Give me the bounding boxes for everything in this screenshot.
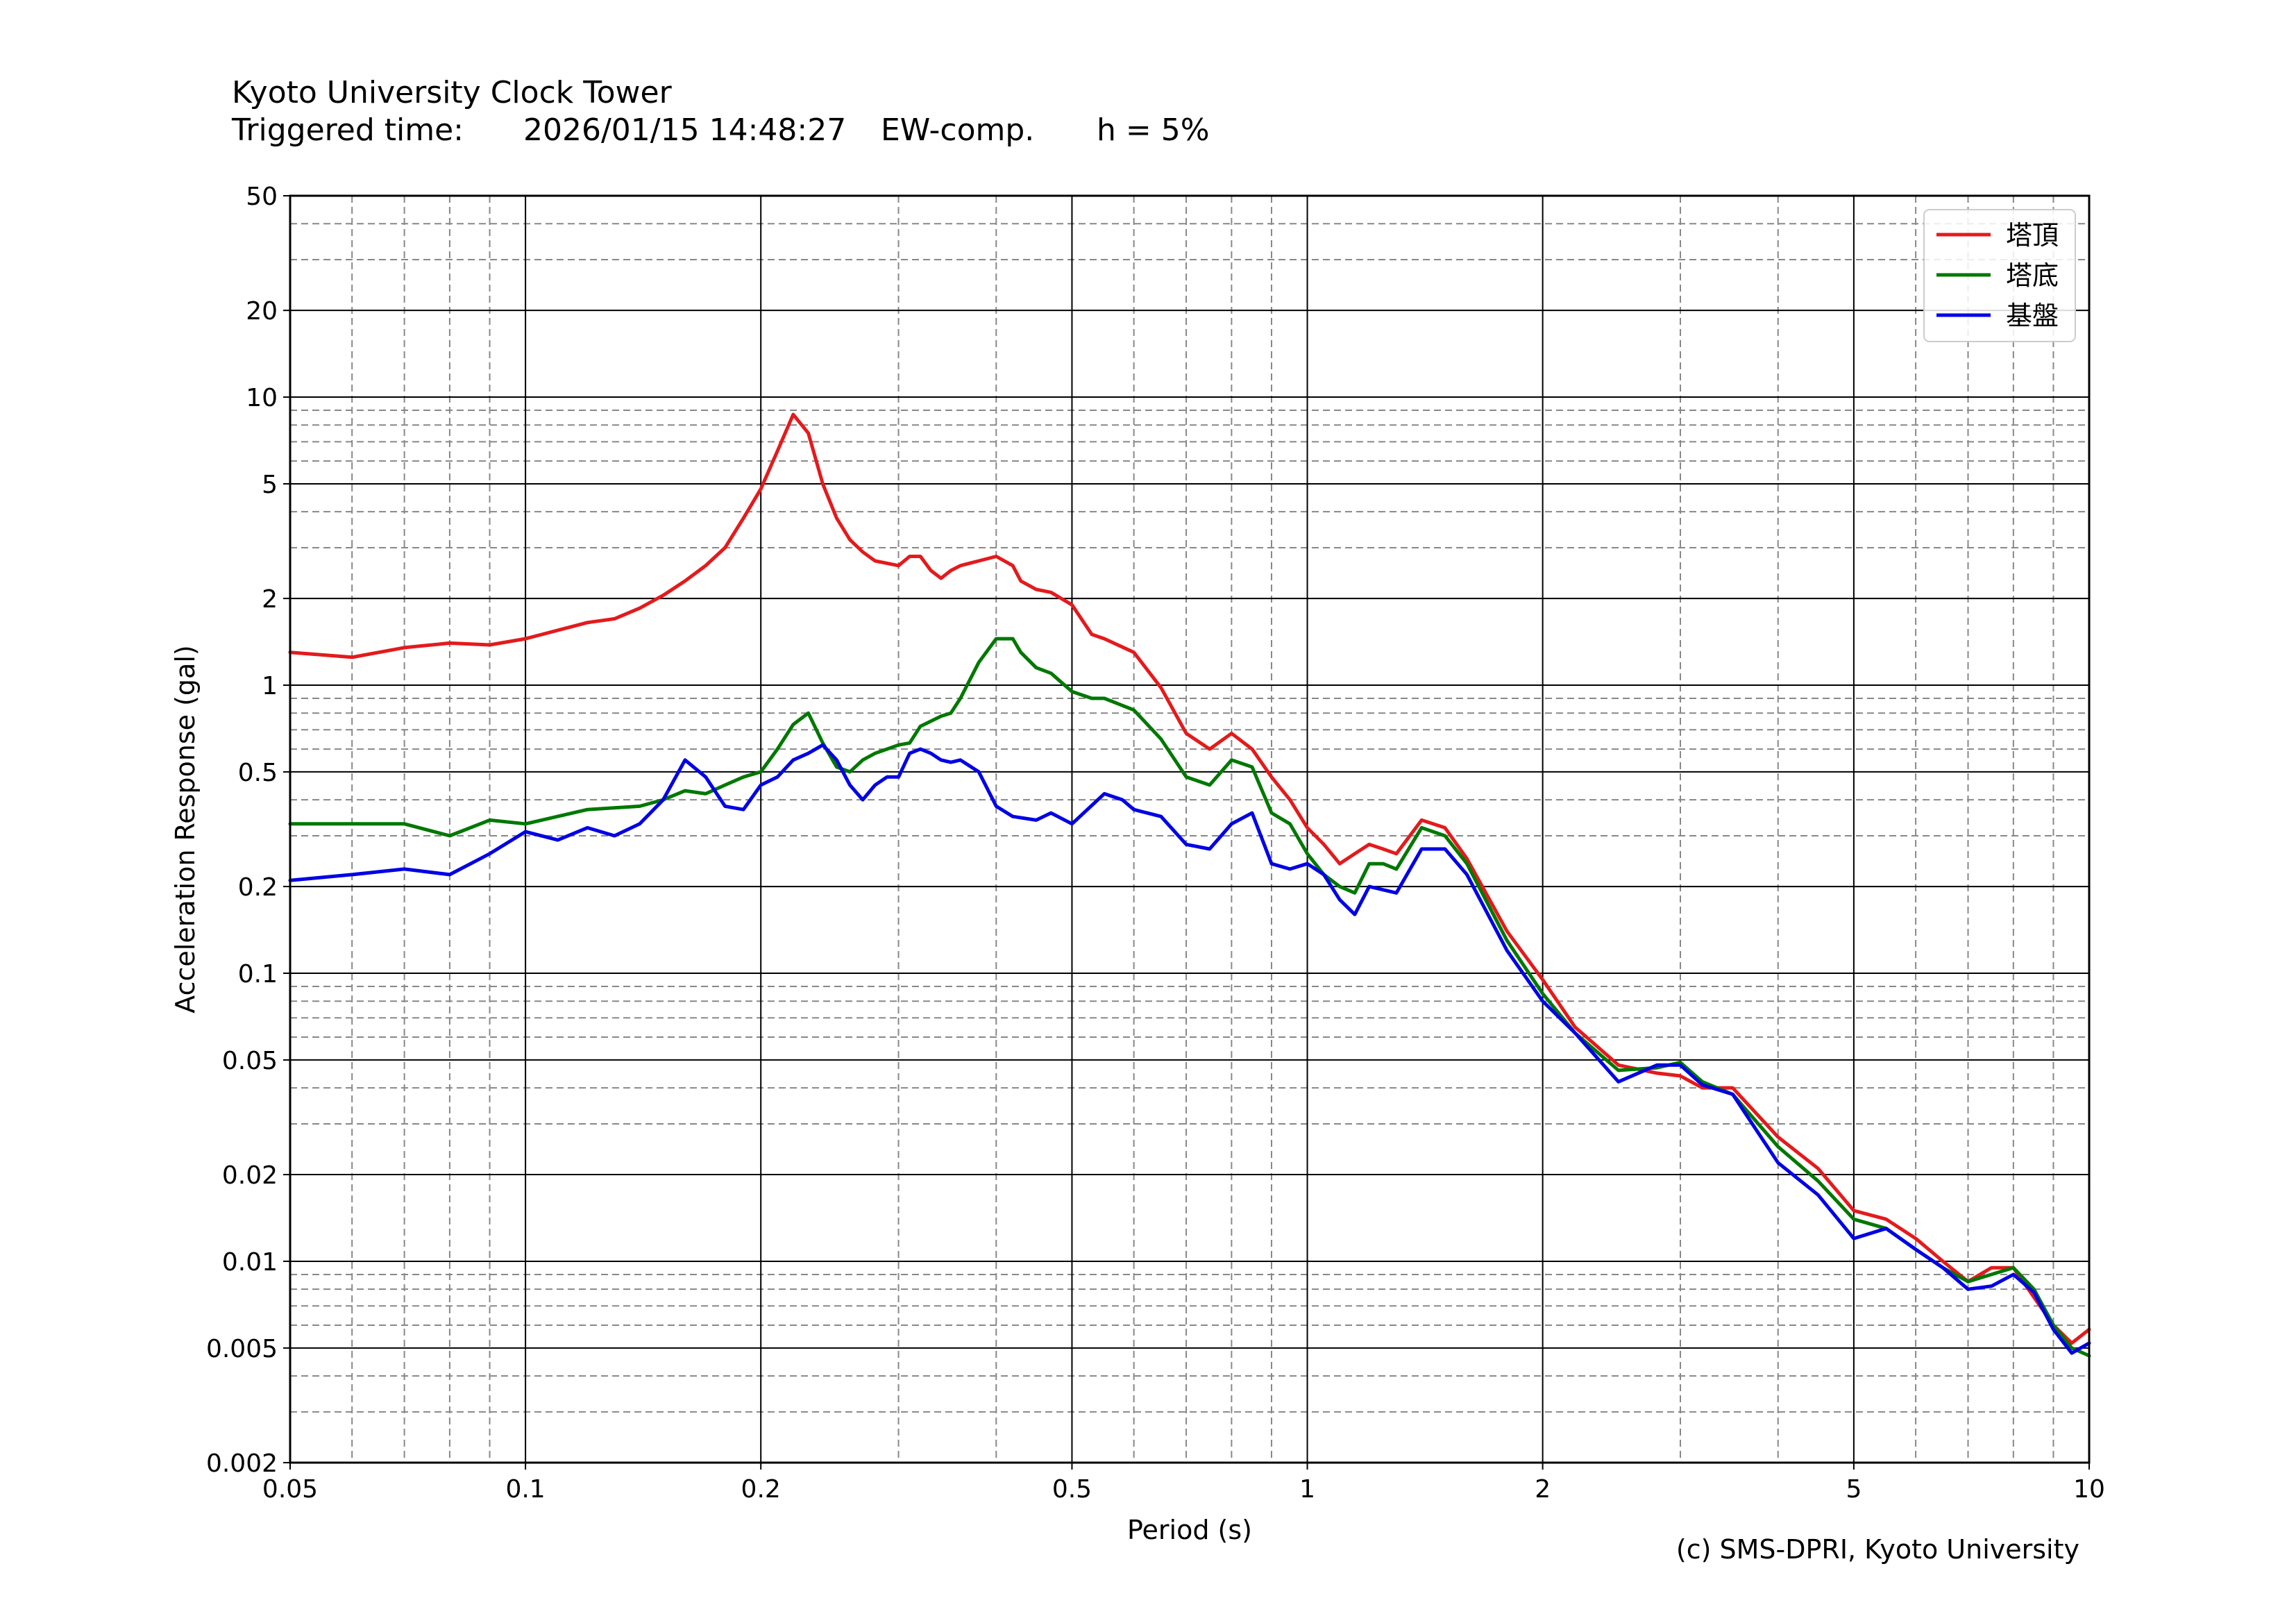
axis-ticks: 0.05 0.1 0.2 0.5 1 2 5 10 0.002 0.005 0.01 0.02 0.05… (206, 183, 2105, 1504)
y-tick-label: 20 (246, 297, 278, 326)
grid (289, 195, 2090, 1463)
y-tick-label: 50 (246, 183, 278, 211)
trigger-time: 2026/01/15 14:48:27 (523, 112, 847, 148)
y-tick-label: 0.005 (206, 1335, 278, 1363)
x-tick-label: 0.05 (262, 1475, 318, 1504)
damping-label: h = 5% (1097, 112, 1210, 148)
x-tick-label: 0.1 (505, 1475, 545, 1504)
y-axis-label: Acceleration Response (gal) (170, 645, 201, 1013)
series-line-3 (288, 743, 2091, 1355)
legend-box (1923, 209, 2076, 342)
y-tick-label: 0.5 (238, 759, 278, 787)
y-tick-label: 5 (262, 471, 278, 499)
y-tick-label: 0.05 (222, 1047, 278, 1075)
component-label: EW-comp. (881, 112, 1035, 148)
y-tick-label: 0.1 (238, 960, 278, 989)
x-tick-label: 5 (1846, 1475, 1862, 1504)
x-tick-label: 0.5 (1052, 1475, 1092, 1504)
y-tick-label: 0.01 (222, 1248, 278, 1277)
legend-label: 基盤 (2006, 301, 2059, 331)
y-tick-label: 0.002 (206, 1449, 278, 1478)
chart-title: Kyoto University Clock Tower (232, 75, 672, 110)
x-axis-label: Period (s) (1127, 1515, 1252, 1545)
y-tick-label: 10 (246, 384, 278, 412)
y-tick-label: 1 (262, 672, 278, 700)
series-lines (288, 412, 2091, 1358)
x-tick-label: 0.2 (741, 1475, 781, 1504)
y-tick-label: 0.02 (222, 1161, 278, 1190)
series-line-1 (288, 412, 2091, 1345)
legend-label: 塔頂 (2006, 220, 2059, 251)
y-tick-label: 2 (262, 585, 278, 614)
plot-frame (289, 194, 2091, 1464)
x-tick-label: 2 (1535, 1475, 1551, 1504)
series-line-2 (288, 637, 2091, 1358)
legend-label: 塔底 (2006, 260, 2059, 291)
trigger-label: Triggered time: (232, 112, 464, 148)
x-tick-label: 10 (2073, 1475, 2105, 1504)
y-tick-label: 0.2 (238, 873, 278, 902)
x-tick-label: 1 (1299, 1475, 1315, 1504)
copyright-note: (c) SMS-DPRI, Kyoto University (1675, 1534, 2079, 1565)
